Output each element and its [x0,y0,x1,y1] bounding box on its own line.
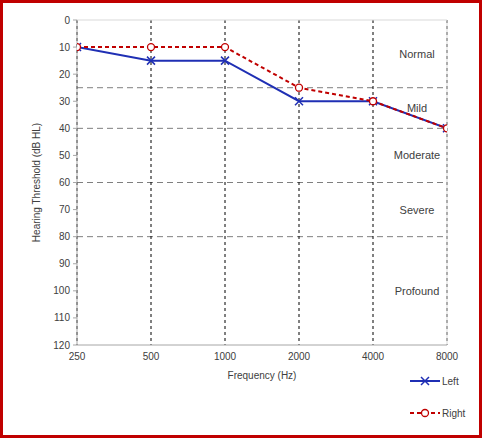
y-tick [73,345,77,346]
y-tick-label: 100 [53,285,70,296]
y-tick-label: 70 [59,204,71,215]
x-tick-label: 8000 [436,351,459,362]
y-tick-label: 0 [64,15,70,26]
x-grid [299,20,300,345]
band-label: Mild [407,102,427,114]
band-label: Profound [395,285,440,297]
series-marker [222,44,229,51]
y-tick [73,182,77,183]
y-tick [73,128,77,129]
series-marker [369,97,377,105]
series-marker [148,44,155,51]
y-tick [73,236,77,237]
x-axis [77,345,447,346]
y-tick [73,263,77,264]
x-tick-label: 4000 [362,351,385,362]
x-grid [225,20,226,345]
y-tick-label: 30 [59,96,71,107]
y-tick [73,290,77,291]
legend-label: Left [442,376,459,387]
y-tick-label: 60 [59,177,71,188]
plot-data [77,43,447,132]
y-axis [77,20,78,345]
y-tick [73,209,77,210]
series-marker [443,124,447,132]
chart: NormalMildModerateSevereProfound25050010… [0,0,482,438]
y-tick [73,155,77,156]
band-boundary [77,182,447,183]
x-tick-label: 250 [69,351,86,362]
y-tick-label: 90 [59,258,71,269]
series-marker [295,97,303,105]
y-tick [73,47,77,48]
legend: Left Right [410,376,466,419]
legend-label: Right [442,408,466,419]
band-boundary [77,236,447,237]
x-tick-label: 1000 [214,351,237,362]
x-grid [373,20,374,345]
y-tick [73,317,77,318]
series-marker [221,57,229,65]
border [2,2,481,437]
y-tick [73,101,77,102]
series-line [77,47,447,128]
series-marker [77,44,81,51]
series-marker [370,98,377,105]
series-marker [444,125,448,132]
y-tick-label: 50 [59,150,71,161]
legend-marker [421,377,429,385]
x-tick-label: 2000 [288,351,311,362]
y-tick-label: 10 [59,42,71,53]
x-grid [151,20,152,345]
series-marker [77,43,81,51]
y-tick-label: 120 [53,340,70,351]
y-tick-label: 20 [59,69,71,80]
band-boundary [77,128,447,129]
x-tick-label: 500 [143,351,160,362]
y-tick-label: 40 [59,123,71,134]
legend-marker [422,410,429,417]
x-grid [447,20,448,345]
y-tick [73,74,77,75]
band-boundary [77,87,447,88]
y-tick-label: 80 [59,231,71,242]
frame-top [77,20,447,21]
x-grid [77,20,78,345]
series-line [77,47,447,128]
y-tick-label: 110 [54,312,70,323]
band-label: Severe [400,204,435,216]
series-marker [147,57,155,65]
frame-right [447,20,448,345]
y-tick [73,20,77,21]
band-label: Normal [399,48,434,60]
band-label: Moderate [394,149,440,161]
series-marker [296,84,303,91]
x-axis-label: Frequency (Hz) [228,370,297,381]
y-axis-label: Hearing Threshold (dB HL) [31,123,42,242]
